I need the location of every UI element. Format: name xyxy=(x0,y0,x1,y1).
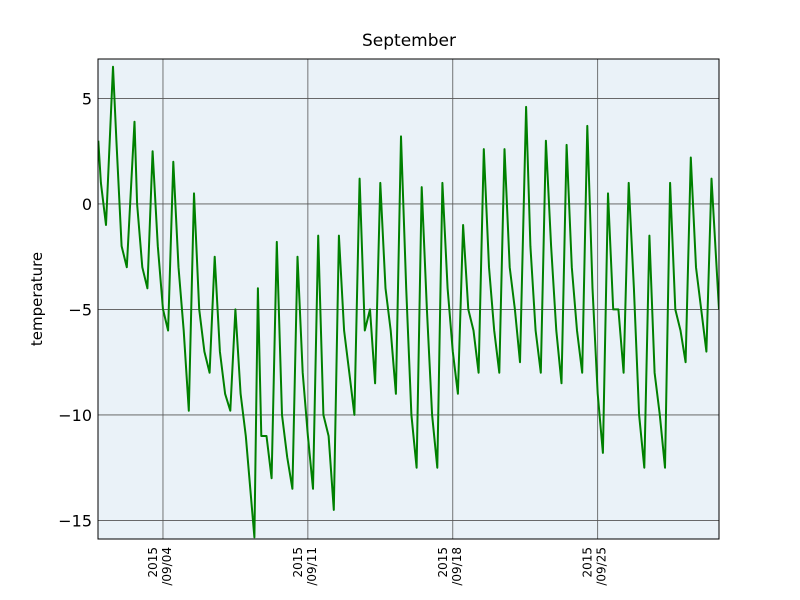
y-tick-label: 5 xyxy=(82,89,92,108)
y-tick-label: −5 xyxy=(68,300,92,319)
y-tick-label: −15 xyxy=(58,511,92,530)
data-line xyxy=(98,65,719,539)
plot-frame xyxy=(97,58,720,540)
x-tick-label: 2015/09/11 xyxy=(291,547,319,586)
x-tick-label: 2015/09/18 xyxy=(436,547,464,586)
y-tick-label: 0 xyxy=(82,195,92,214)
chart-title: September xyxy=(362,31,456,51)
y-tick-label: −10 xyxy=(58,406,92,425)
x-tick-label: 2015/09/04 xyxy=(146,547,174,586)
y-axis-label: temperature xyxy=(28,252,46,346)
x-tick-label: 2015/09/25 xyxy=(581,547,609,586)
plot-background xyxy=(98,59,719,539)
